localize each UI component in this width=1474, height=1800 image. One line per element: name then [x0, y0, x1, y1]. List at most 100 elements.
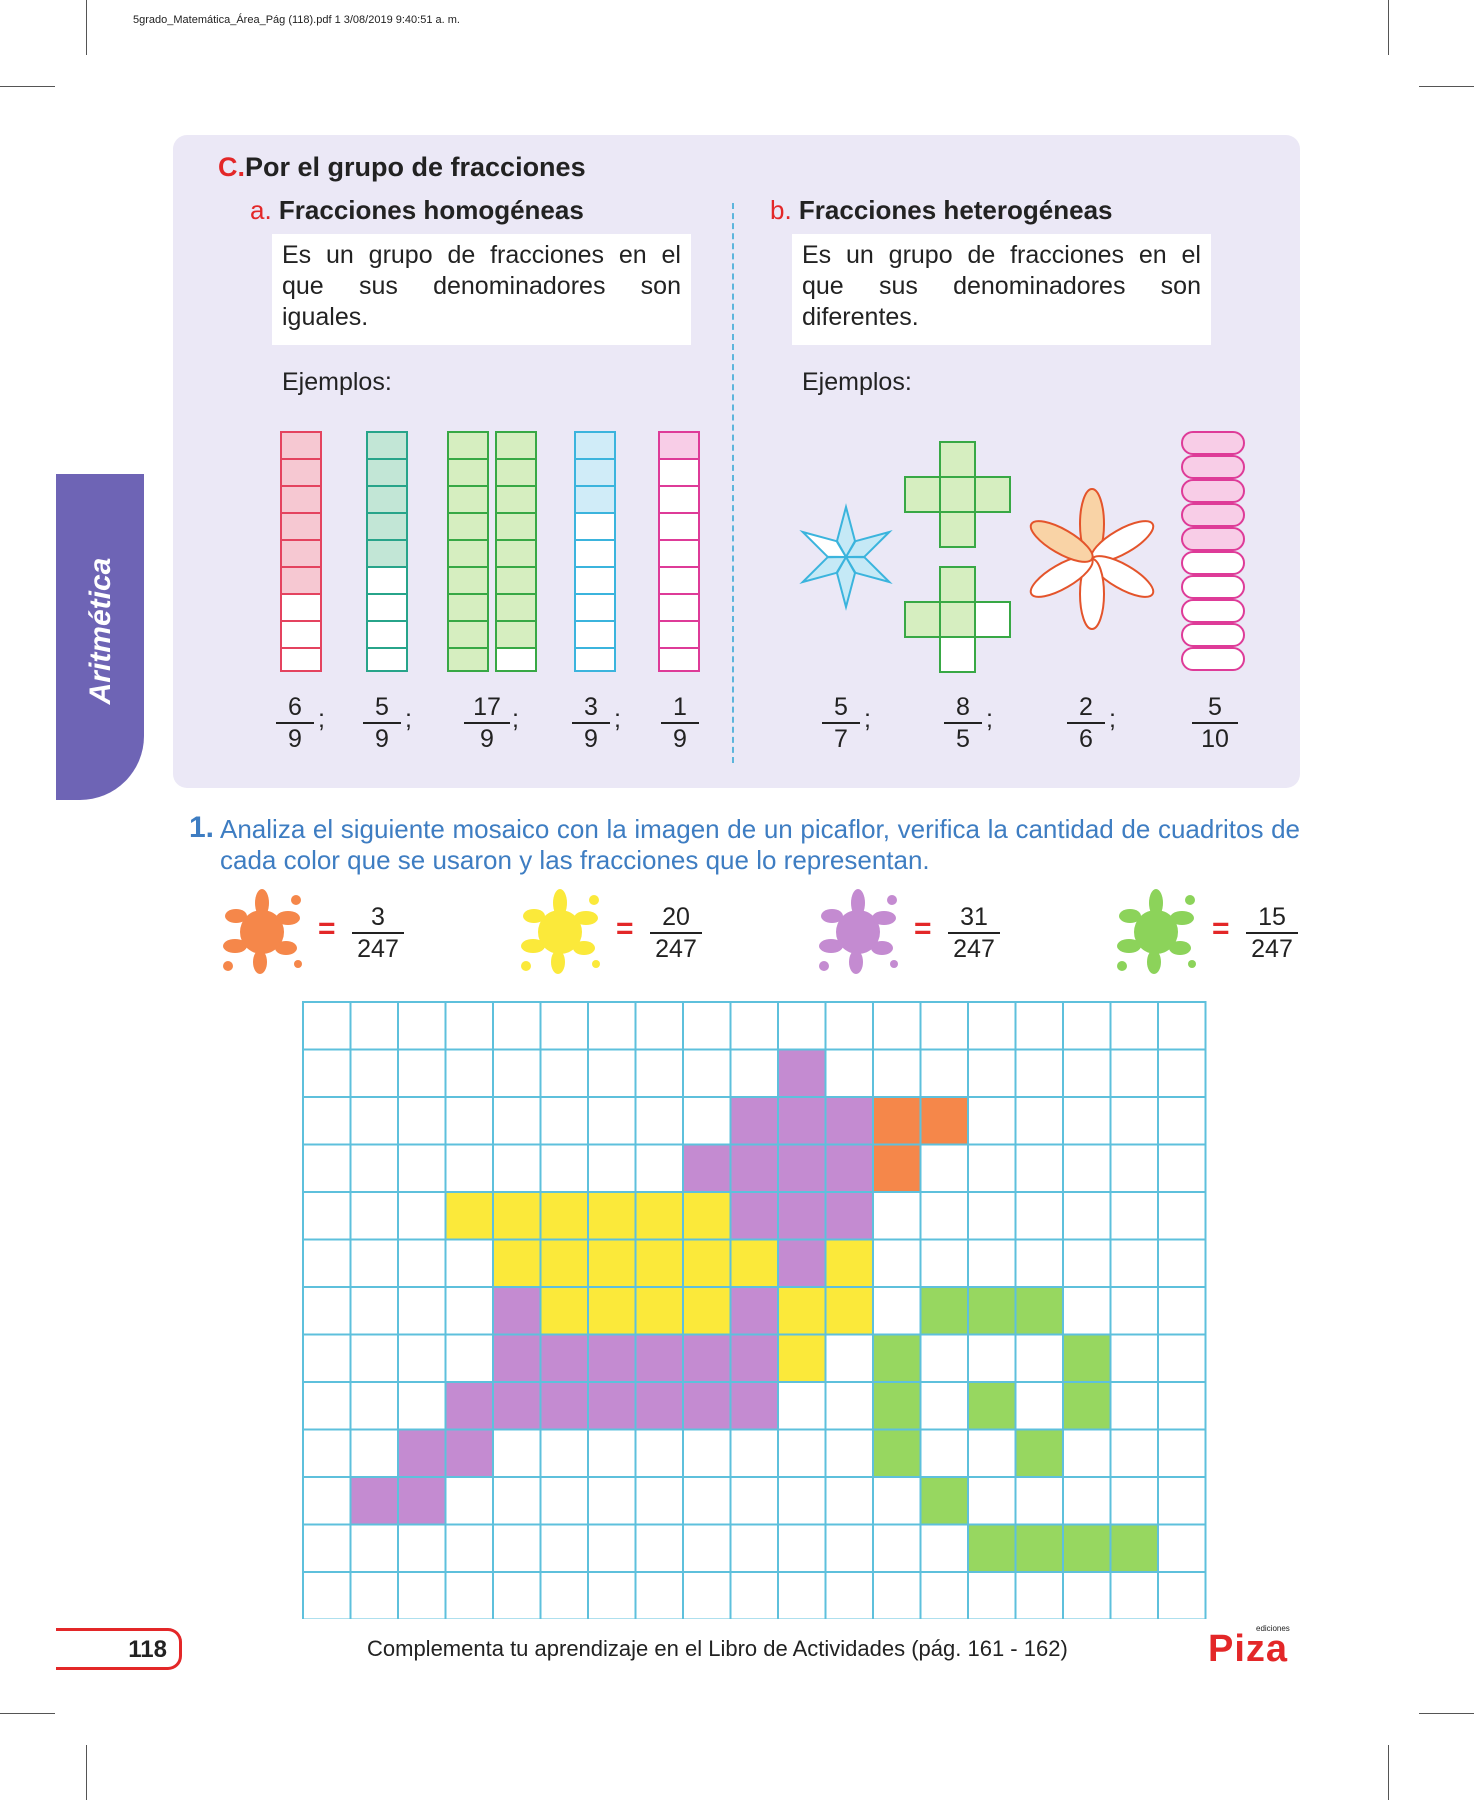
mosaic-cell — [1109, 1096, 1159, 1146]
mosaic-cell — [1109, 1191, 1159, 1241]
mosaic-cell — [824, 1523, 874, 1573]
mosaic-cell — [587, 1096, 637, 1146]
side-tab: Aritmética — [56, 474, 144, 800]
mosaic-cell — [492, 1381, 542, 1431]
mosaic-cell — [444, 1286, 494, 1336]
mosaic-cell — [492, 1333, 542, 1383]
mosaic-cell — [492, 1476, 542, 1526]
mosaic-cell — [682, 1191, 732, 1241]
mosaic-cell — [967, 1143, 1017, 1193]
mosaic-cell — [1062, 1428, 1112, 1478]
mosaic-cell — [634, 1523, 684, 1573]
purple-splash-icon — [819, 889, 898, 974]
mosaic-cell — [1109, 1238, 1159, 1288]
mosaic-cell — [634, 1048, 684, 1098]
mosaic-cell — [682, 1428, 732, 1478]
mosaic-cell — [777, 1191, 827, 1241]
mosaic-cell — [919, 1381, 969, 1431]
mosaic-cell — [682, 1096, 732, 1146]
mosaic-cell — [587, 1143, 637, 1193]
homogeneous-title: Fracciones homogéneas — [278, 195, 584, 225]
mosaic-cell — [1109, 1333, 1159, 1383]
mosaic-cell — [302, 1476, 352, 1526]
hom-frac-1-num: 6 — [276, 692, 314, 724]
het-sep-1: ; — [864, 705, 871, 733]
mosaic-cell — [777, 1238, 827, 1288]
bar-green-17-of-9 — [447, 431, 537, 672]
mosaic-cell — [1014, 1096, 1064, 1146]
mosaic-cell — [872, 1476, 922, 1526]
mosaic-cell — [492, 1001, 542, 1051]
mosaic-cell — [587, 1001, 637, 1051]
exercise-number: 1. — [189, 811, 215, 844]
mosaic-cell — [967, 1381, 1017, 1431]
mosaic-cell — [349, 1476, 399, 1526]
legend-purple-den: 247 — [953, 935, 995, 963]
mosaic-cell — [587, 1191, 637, 1241]
mosaic-cell — [1157, 1571, 1207, 1619]
column-divider — [732, 203, 734, 763]
mosaic-cell — [349, 1238, 399, 1288]
mosaic-cell — [1014, 1381, 1064, 1431]
mosaic-cell — [919, 1096, 969, 1146]
mosaic-cell — [1157, 1381, 1207, 1431]
file-info: 5grado_Matemática_Área_Pág (118).pdf 1 3… — [133, 14, 460, 26]
legend-yellow-den: 247 — [655, 935, 697, 963]
mosaic-cell — [1062, 1191, 1112, 1241]
mosaic-cell — [1062, 1048, 1112, 1098]
mosaic-cell — [302, 1238, 352, 1288]
mosaic-cell — [1062, 1333, 1112, 1383]
mosaic-cell — [634, 1191, 684, 1241]
mosaic-cell — [824, 1381, 874, 1431]
mosaic-cell — [302, 1523, 352, 1573]
orange-splash-icon — [223, 889, 302, 974]
mosaic-cell — [349, 1333, 399, 1383]
mosaic-cell — [539, 1001, 589, 1051]
legend-yellow-num: 20 — [650, 902, 702, 934]
mosaic-cell — [539, 1476, 589, 1526]
mosaic-cell — [919, 1476, 969, 1526]
mosaic-cell — [824, 1048, 874, 1098]
mosaic-cell — [302, 1191, 352, 1241]
mosaic-cell — [539, 1238, 589, 1288]
mosaic-cell — [634, 1001, 684, 1051]
legend-orange-num: 3 — [352, 902, 404, 934]
mosaic-cell — [1062, 1523, 1112, 1573]
mosaic-cell — [492, 1096, 542, 1146]
hom-frac-2-den: 9 — [375, 725, 389, 753]
mosaic-cell — [349, 1096, 399, 1146]
mosaic-cell — [397, 1333, 447, 1383]
mosaic-cell — [587, 1238, 637, 1288]
mosaic-cell — [397, 1476, 447, 1526]
mosaic-cell — [682, 1523, 732, 1573]
mosaic-cell — [397, 1523, 447, 1573]
mosaic-cell — [349, 1523, 399, 1573]
mosaic-cell — [302, 1143, 352, 1193]
mosaic-cell — [1014, 1191, 1064, 1241]
mosaic-cell — [1157, 1143, 1207, 1193]
equals-4: = — [1212, 912, 1230, 945]
het-frac-1-den: 7 — [834, 725, 848, 753]
mosaic-cell — [444, 1381, 494, 1431]
section-title: Por el grupo de fracciones — [245, 152, 586, 182]
mosaic-cell — [539, 1571, 589, 1619]
bar-teal-5-of-9 — [366, 431, 408, 672]
legend-frac-green: 15 247 — [1246, 902, 1298, 964]
legend-frac-orange: 3 247 — [352, 902, 404, 964]
mosaic-cell — [872, 1381, 922, 1431]
mosaic-cell — [824, 1333, 874, 1383]
mosaic-cell — [919, 1571, 969, 1619]
mosaic-cell — [919, 1428, 969, 1478]
mosaic-cell — [729, 1096, 779, 1146]
mosaic-cell — [1157, 1001, 1207, 1051]
mosaic-cell — [302, 1571, 352, 1619]
mosaic-cell — [1014, 1571, 1064, 1619]
mosaic-cell — [777, 1571, 827, 1619]
page-number: 118 — [128, 1636, 167, 1663]
mosaic-cell — [967, 1476, 1017, 1526]
equals-1: = — [318, 912, 336, 945]
mosaic-cell — [349, 1001, 399, 1051]
mosaic-cell — [397, 1143, 447, 1193]
mosaic-cell — [302, 1048, 352, 1098]
mosaic-cell — [397, 1001, 447, 1051]
